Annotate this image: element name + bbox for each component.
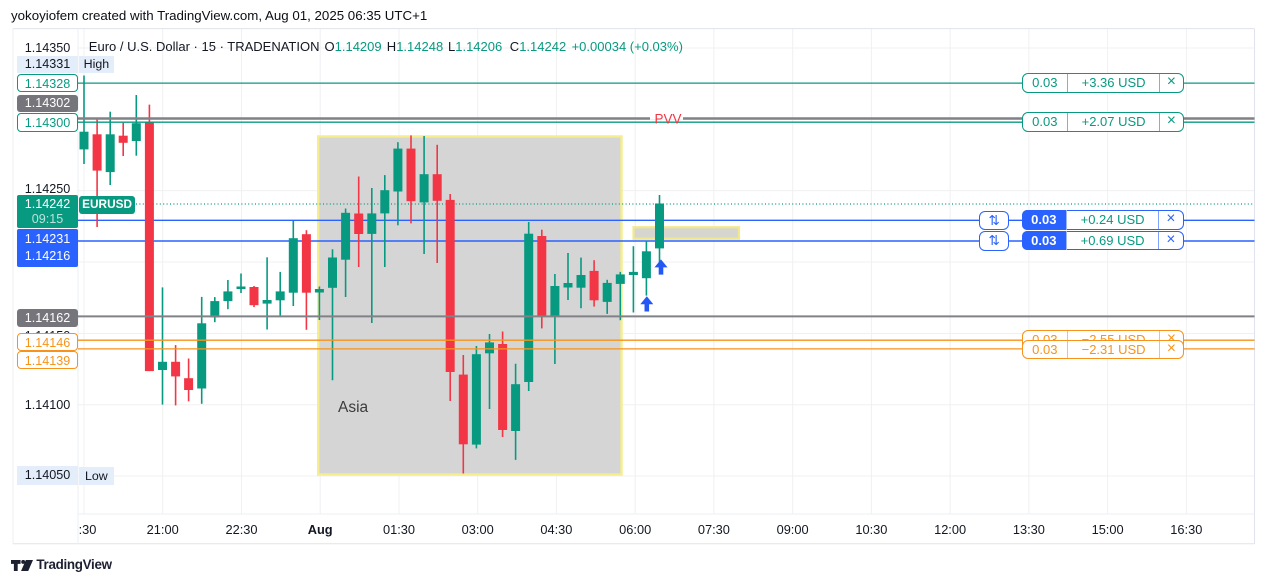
svg-text:PVV: PVV xyxy=(655,112,682,127)
svg-text:Asia: Asia xyxy=(338,399,369,416)
